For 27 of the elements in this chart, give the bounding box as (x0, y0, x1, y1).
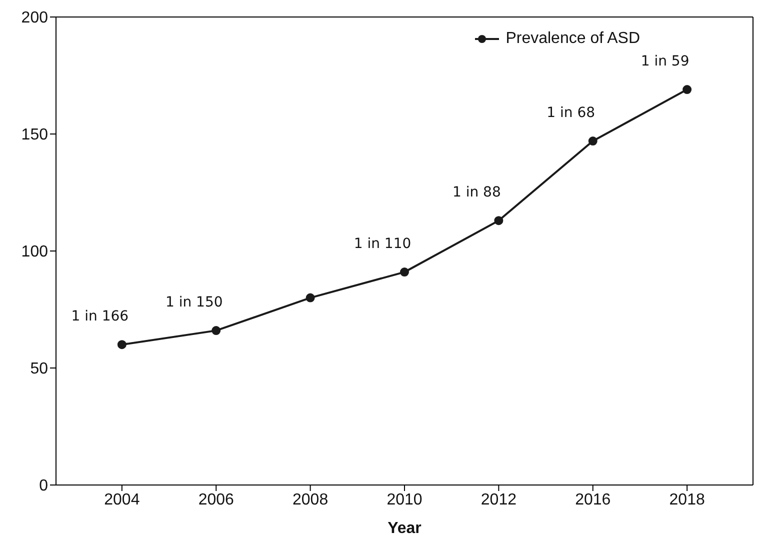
y-tick-label: 150 (21, 126, 48, 144)
annotation: 1 in 88 (452, 184, 501, 201)
annotation: 1 in 68 (546, 105, 596, 122)
point (306, 293, 315, 302)
point (212, 326, 221, 336)
annotation: 1 in 110 (354, 236, 412, 252)
point (588, 136, 598, 146)
annotation: 1 in 59 (640, 54, 690, 70)
x-tick-label: 2010 (386, 491, 422, 508)
y-tick-label: 50 (30, 360, 48, 378)
x-tick-label: 2018 (669, 491, 705, 508)
point (494, 216, 504, 226)
x-tick-label: 2016 (575, 491, 611, 508)
x-axis-title: Year (388, 520, 422, 537)
x-tick-label: 2012 (480, 491, 517, 508)
y-tick-label: 100 (21, 244, 48, 261)
y-tick-label: 200 (21, 10, 48, 27)
legend-label: Prevalence of ASD (506, 30, 640, 48)
point (400, 268, 409, 277)
y-tick-label: 0 (39, 478, 48, 495)
annotation: 1 in 166 (71, 308, 129, 325)
annotation: 1 in 150 (165, 294, 223, 311)
point (117, 340, 126, 350)
point (682, 85, 692, 94)
x-tick-label: 2004 (104, 491, 140, 508)
x-tick-label: 2008 (292, 491, 328, 508)
x-tick-label: 2006 (198, 491, 234, 508)
